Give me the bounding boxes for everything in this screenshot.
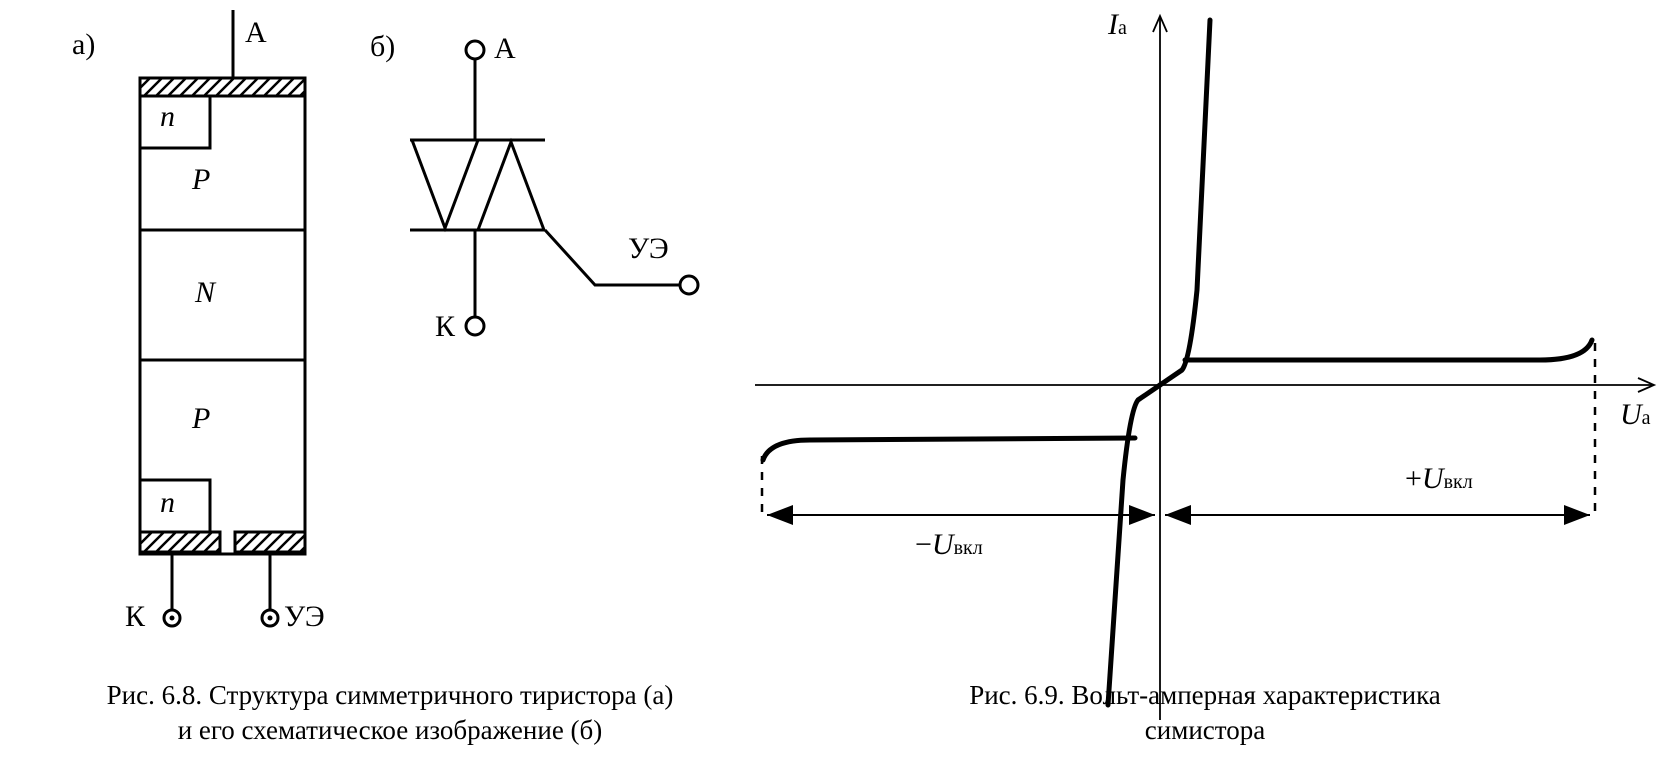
terminal-label-gate-b: УЭ (628, 232, 669, 266)
axis-label-current: Iа (1108, 8, 1127, 42)
label-neg-breakover: −Uвкл (915, 528, 983, 562)
terminal-label-gate-a: УЭ (284, 600, 325, 634)
terminal-label-anode-b: А (494, 32, 516, 66)
part-label-a: а) (72, 28, 95, 62)
layer-label-n-bot: n (160, 486, 175, 520)
layer-label-n-mid: N (195, 276, 215, 310)
caption-fig-6-9: Рис. 6.9. Вольт-амперная характеристикас… (890, 678, 1520, 748)
terminal-label-cathode-a: К (125, 600, 145, 634)
layer-label-p-bot: P (192, 402, 210, 436)
layer-label-n-top: n (160, 100, 175, 134)
axis-label-voltage: Uа (1620, 398, 1651, 432)
triac-iv-curve (755, 16, 1654, 720)
triac-schematic-symbol (410, 41, 698, 335)
label-pos-breakover: +Uвкл (1405, 462, 1473, 496)
terminal-label-cathode-b: К (435, 310, 455, 344)
part-label-b: б) (370, 30, 395, 64)
terminal-label-anode-a: А (245, 16, 267, 50)
caption-fig-6-8: Рис. 6.8. Структура симметричного тирист… (50, 678, 730, 748)
layer-label-p-top: P (192, 163, 210, 197)
